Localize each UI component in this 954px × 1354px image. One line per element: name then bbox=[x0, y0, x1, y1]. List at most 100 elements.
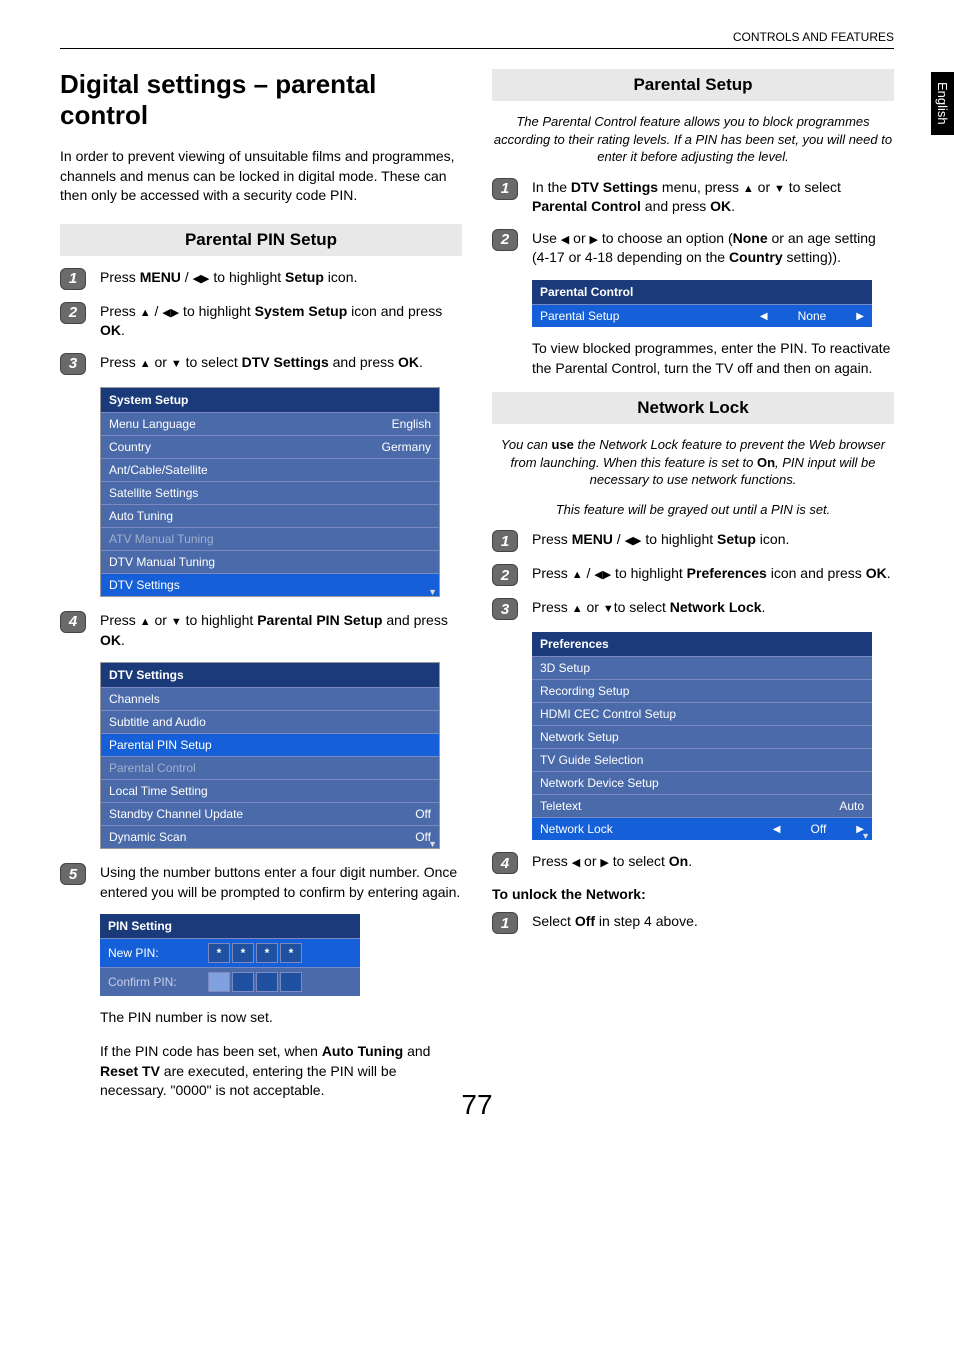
t: to select bbox=[609, 853, 669, 869]
pin-set-text: The PIN number is now set. bbox=[100, 1008, 462, 1028]
step-text: Use ◀ or ▶ to choose an option (None or … bbox=[532, 229, 894, 268]
value: Auto bbox=[839, 799, 864, 813]
t: DTV Settings bbox=[571, 179, 658, 195]
t: None bbox=[733, 230, 768, 246]
pin-digit bbox=[208, 972, 230, 992]
label: Local Time Setting bbox=[109, 784, 208, 798]
t: / bbox=[613, 531, 625, 547]
unlock-step-1: 1 Select Off in step 4 above. bbox=[492, 912, 894, 934]
t: icon and press bbox=[767, 565, 866, 581]
pin-digit: * bbox=[256, 943, 278, 963]
up-arrow-icon: ▲ bbox=[572, 603, 583, 615]
step-badge: 4 bbox=[60, 611, 86, 633]
left-arrow-icon: ◀ bbox=[561, 234, 569, 246]
t: MENU bbox=[572, 531, 613, 547]
t: Press bbox=[532, 853, 572, 869]
menu-row: Standby Channel Update Off bbox=[101, 802, 439, 825]
step-text: Press ▲ / ◀▶ to highlight System Setup i… bbox=[100, 302, 462, 341]
menu-row: HDMI CEC Control Setup bbox=[532, 702, 872, 725]
t: . bbox=[121, 632, 125, 648]
t: On bbox=[669, 853, 688, 869]
t: to highlight bbox=[179, 303, 255, 319]
pin-digit bbox=[232, 972, 254, 992]
step-text: Press ▲ / ◀▶ to highlight Preferences ic… bbox=[532, 564, 894, 586]
up-arrow-icon: ▲ bbox=[140, 358, 151, 370]
t: On bbox=[757, 455, 775, 470]
right-column: Parental Setup The Parental Control feat… bbox=[492, 69, 894, 1115]
label: HDMI CEC Control Setup bbox=[540, 707, 676, 721]
t: Auto bbox=[839, 799, 864, 813]
menu-row: Country Germany bbox=[101, 435, 439, 458]
label: Channels bbox=[109, 692, 160, 706]
t: Select bbox=[532, 913, 575, 929]
menu-row: Network Setup bbox=[532, 725, 872, 748]
t: DTV Settings bbox=[242, 354, 329, 370]
t: or bbox=[583, 599, 603, 615]
label: Standby Channel Update bbox=[109, 807, 243, 821]
step-4: 4 Press ▲ or ▼ to highlight Parental PIN… bbox=[60, 611, 462, 650]
left-right-arrow-icon: ◀▶ bbox=[625, 535, 642, 547]
t: . bbox=[419, 354, 423, 370]
label: Parental Control bbox=[109, 761, 196, 775]
preferences-menu: Preferences 3D SetupRecording SetupHDMI … bbox=[532, 632, 872, 840]
value: English bbox=[392, 417, 431, 431]
t: icon. bbox=[324, 269, 357, 285]
t: OK bbox=[866, 565, 887, 581]
step-text: Press ▲ or ▼ to select DTV Settings and … bbox=[100, 353, 462, 375]
menu-title: Preferences bbox=[532, 632, 872, 656]
t: System Setup bbox=[255, 303, 348, 319]
down-arrow-icon: ▼ bbox=[171, 358, 182, 370]
label: Country bbox=[109, 440, 151, 454]
down-arrow-icon: ▼ bbox=[603, 603, 614, 615]
step-text: Press ▲ or ▼ to highlight Parental PIN S… bbox=[100, 611, 462, 650]
value: Germany bbox=[382, 440, 431, 454]
label: TV Guide Selection bbox=[540, 753, 643, 767]
label: ATV Manual Tuning bbox=[109, 532, 214, 546]
menu-row: 3D Setup bbox=[532, 656, 872, 679]
confirm-pin-row: Confirm PIN: bbox=[100, 967, 360, 996]
t: In the bbox=[532, 179, 571, 195]
t: or bbox=[754, 179, 774, 195]
step-badge: 1 bbox=[492, 178, 518, 200]
step-badge: 2 bbox=[492, 564, 518, 586]
t: . bbox=[762, 599, 766, 615]
label: 3D Setup bbox=[540, 661, 590, 675]
t: to select bbox=[182, 354, 242, 370]
left-arrow-icon: ◀ bbox=[572, 857, 580, 869]
left-column: Digital settings – parental control In o… bbox=[60, 69, 462, 1115]
t: Off bbox=[811, 822, 827, 836]
step-badge: 1 bbox=[492, 912, 518, 934]
label: Network Device Setup bbox=[540, 776, 659, 790]
r-step-1: 1 In the DTV Settings menu, press ▲ or ▼… bbox=[492, 178, 894, 217]
t: OK bbox=[710, 198, 731, 214]
label: Menu Language bbox=[109, 417, 196, 431]
label: Parental PIN Setup bbox=[109, 738, 212, 752]
menu-row: Network Device Setup bbox=[532, 771, 872, 794]
right-arrow-icon: ▶ bbox=[600, 857, 608, 869]
right-arrow-icon: ▶ bbox=[590, 234, 598, 246]
menu-row: ATV Manual Tuning bbox=[101, 527, 439, 550]
up-arrow-icon: ▲ bbox=[572, 569, 583, 581]
step-3: 3 Press ▲ or ▼ to select DTV Settings an… bbox=[60, 353, 462, 375]
menu-row: Parental PIN Setup bbox=[101, 733, 439, 756]
label: Parental Setup bbox=[540, 309, 619, 323]
step-badge: 2 bbox=[60, 302, 86, 324]
nl-step-3: 3 Press ▲ or ▼to select Network Lock. bbox=[492, 598, 894, 620]
down-arrow-icon: ▼ bbox=[861, 831, 870, 841]
right-arrow-icon: ▶ bbox=[856, 311, 864, 322]
t: OK bbox=[100, 632, 121, 648]
t: Country bbox=[729, 249, 783, 265]
label: Ant/Cable/Satellite bbox=[109, 463, 208, 477]
menu-row: Auto Tuning bbox=[101, 504, 439, 527]
down-arrow-icon: ▼ bbox=[171, 616, 182, 628]
intro-paragraph: In order to prevent viewing of unsuitabl… bbox=[60, 147, 462, 206]
t: English bbox=[392, 417, 431, 431]
t: You can bbox=[501, 437, 552, 452]
nl-step-4: 4 Press ◀ or ▶ to select On. bbox=[492, 852, 894, 874]
menu-title: DTV Settings bbox=[101, 663, 439, 687]
label: Subtitle and Audio bbox=[109, 715, 206, 729]
value: Off bbox=[415, 807, 431, 821]
t: . bbox=[121, 322, 125, 338]
menu-row: Subtitle and Audio bbox=[101, 710, 439, 733]
t: or bbox=[151, 354, 171, 370]
